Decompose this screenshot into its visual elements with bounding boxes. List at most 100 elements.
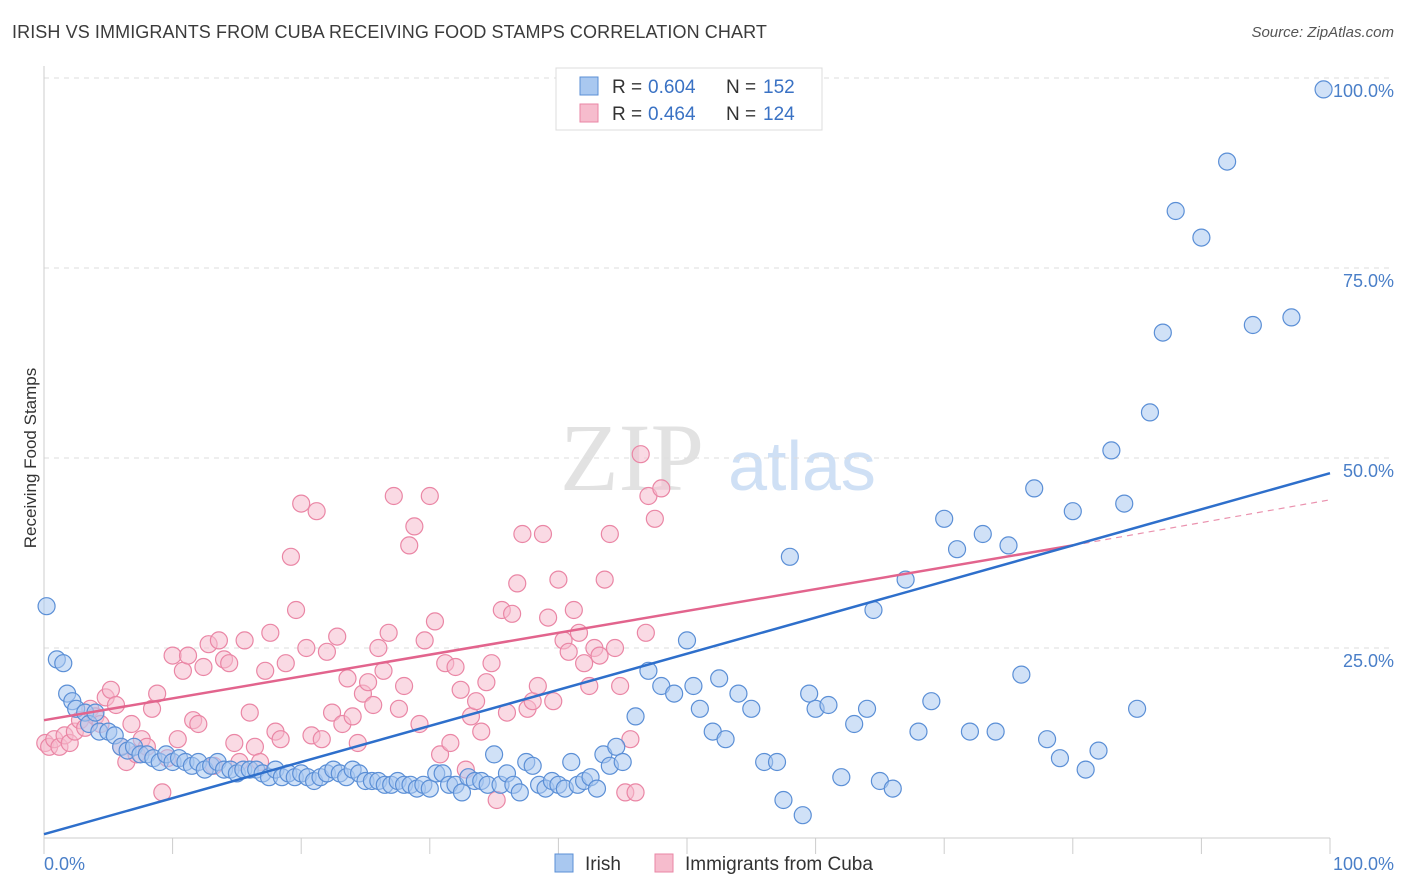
cuba-point-64: [364, 695, 383, 715]
irish-point-121: [947, 540, 967, 559]
x-tick-label-max: 100.0%: [1333, 854, 1394, 874]
cuba-point-67: [379, 623, 398, 642]
irish-point-128: [1037, 730, 1057, 749]
cuba-point-34: [209, 631, 228, 650]
irish-point-82: [562, 752, 581, 772]
y-tick-label-3: 100.0%: [1333, 81, 1394, 101]
cuba-point-53: [307, 502, 326, 521]
irish-point-100: [716, 730, 735, 749]
legend-cuba-n-label: N =: [726, 104, 756, 125]
legend-irish-r-label: R =: [612, 77, 642, 98]
legend-cuba-swatch: [579, 103, 599, 123]
cuba-point-14: [106, 695, 126, 715]
legend-box: R = 0.604 N = 152 R = 0.464 N = 124: [555, 67, 823, 131]
irish-point-70: [485, 745, 504, 764]
cuba-point-97: [533, 524, 553, 544]
cuba-point-92: [508, 574, 527, 593]
irish-point-134: [1115, 494, 1134, 513]
bottom-legend-cuba-label: Immigrants from Cuba: [685, 854, 873, 875]
cuba-point-102: [559, 642, 578, 661]
cuba-point-26: [168, 730, 187, 749]
irish-point-139: [1192, 228, 1211, 247]
irish-point-90: [613, 752, 632, 772]
cuba-point-114: [621, 730, 640, 749]
legend-cuba-r-value: 0.464: [648, 104, 696, 125]
cuba-point-43: [256, 661, 275, 680]
cuba-point-86: [477, 673, 496, 692]
bottom-legend: Irish Immigrants from Cuba: [554, 853, 873, 875]
cuba-point-25: [163, 646, 182, 665]
cuba-point-63: [358, 673, 378, 692]
irish-point-65: [452, 783, 472, 802]
irish-point-140: [1218, 152, 1237, 171]
cuba-point-28: [178, 646, 198, 665]
cuba-point-111: [605, 638, 625, 658]
irish-point-86: [587, 779, 607, 798]
cuba-point-41: [245, 737, 265, 756]
watermark-atlas: atlas: [728, 427, 876, 505]
irish-point-110: [819, 695, 838, 715]
cuba-point-80: [446, 657, 465, 677]
irish-point-127: [1025, 479, 1044, 498]
legend-irish-swatch: [579, 76, 599, 96]
cuba-point-47: [276, 654, 295, 673]
irish-point-125: [999, 536, 1018, 555]
irish-point-96: [684, 676, 703, 696]
cuba-point-117: [636, 623, 655, 642]
chart-title: IRISH VS IMMIGRANTS FROM CUBA RECEIVING …: [12, 22, 767, 42]
cuba-point-72: [405, 517, 424, 536]
legend-cuba-r-label: R =: [612, 104, 642, 125]
cuba-point-105: [575, 654, 594, 673]
irish-point-126: [1012, 665, 1031, 684]
cuba-point-54: [312, 730, 331, 749]
irish-point-105: [774, 790, 793, 810]
irish-point-138: [1166, 201, 1185, 221]
cuba-point-76: [425, 612, 445, 631]
cuba-point-110: [600, 524, 619, 544]
irish-point-97: [690, 699, 709, 718]
cuba-point-49: [286, 600, 306, 620]
legend-irish-n-label: N =: [726, 77, 756, 98]
irish-point-135: [1127, 699, 1147, 718]
irish-trend-line: [43, 471, 1331, 836]
cuba-point-40: [240, 703, 259, 722]
cuba-point-66: [374, 661, 393, 680]
cuba-point-115: [626, 783, 645, 802]
irish-point-76: [523, 756, 542, 775]
irish-point-107: [793, 806, 812, 825]
cuba-point-116: [631, 445, 650, 464]
irish-point-112: [845, 714, 864, 734]
cuba-point-71: [400, 536, 419, 555]
cuba-point-57: [328, 627, 347, 646]
cuba-point-88: [487, 790, 506, 810]
cuba-point-93: [513, 524, 532, 544]
cuba-point-109: [595, 570, 614, 589]
irish-point-116: [883, 779, 902, 798]
cuba-point-87: [482, 654, 501, 673]
cuba-point-55: [317, 642, 337, 661]
axes: [43, 66, 1331, 854]
cuba-point-27: [173, 661, 192, 680]
cuba-point-51: [297, 638, 316, 658]
legend-cuba-n-value: 124: [763, 104, 795, 125]
cuba-point-70: [394, 676, 414, 696]
irish-point-133: [1102, 441, 1121, 460]
trend-lines: [43, 471, 1331, 836]
cuba-point-74: [415, 631, 434, 650]
y-tick-label-2: 75.0%: [1343, 271, 1394, 291]
irish-point-143: [1314, 80, 1333, 99]
cuba-point-59: [338, 669, 357, 688]
bottom-legend-irish-swatch: [554, 853, 574, 873]
cuba-point-103: [564, 600, 583, 620]
irish-point-0: [37, 597, 56, 616]
cuba-point-85: [472, 722, 491, 741]
cuba-point-77: [430, 745, 450, 764]
irish-point-131: [1076, 760, 1095, 779]
cuba-point-79: [441, 733, 460, 753]
irish-point-101: [729, 684, 748, 703]
irish-point-119: [922, 692, 941, 711]
cuba-point-120: [652, 479, 671, 498]
cuba-point-99: [544, 692, 563, 711]
gridlines: [44, 77, 1394, 649]
